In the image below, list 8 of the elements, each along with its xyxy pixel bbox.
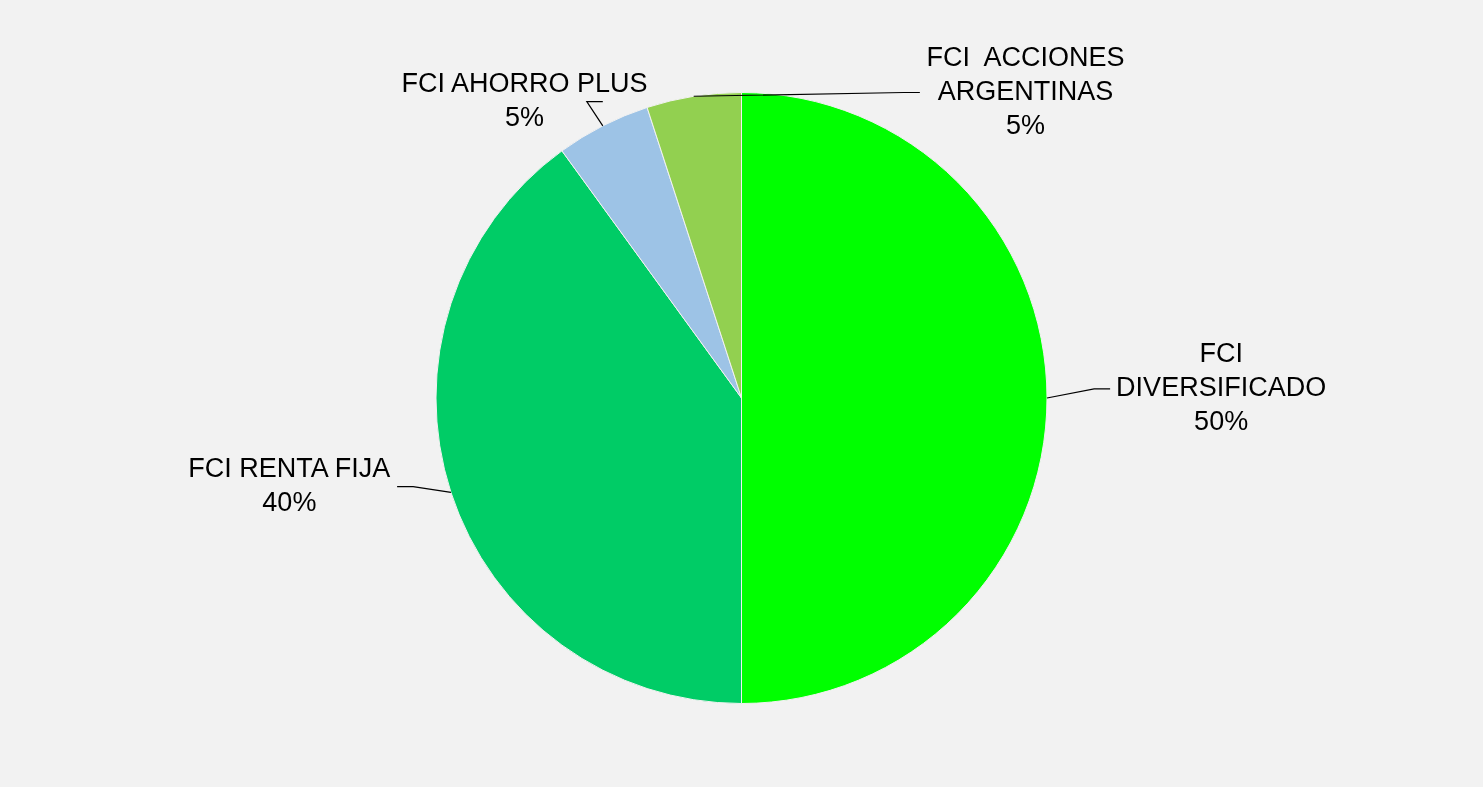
slice-label: FCI DIVERSIFICADO: [1116, 338, 1327, 403]
data-label: 5%: [505, 102, 545, 133]
slice-label: FCI RENTA FIJA: [188, 453, 391, 484]
slice-label: FCI ACCIONES ARGENTINAS: [926, 41, 1125, 106]
data-label: 5%: [1006, 109, 1046, 140]
slice-label: FCI AHORRO PLUS: [401, 68, 648, 99]
data-label: 50%: [1194, 406, 1249, 437]
data-label: 40%: [262, 487, 317, 518]
